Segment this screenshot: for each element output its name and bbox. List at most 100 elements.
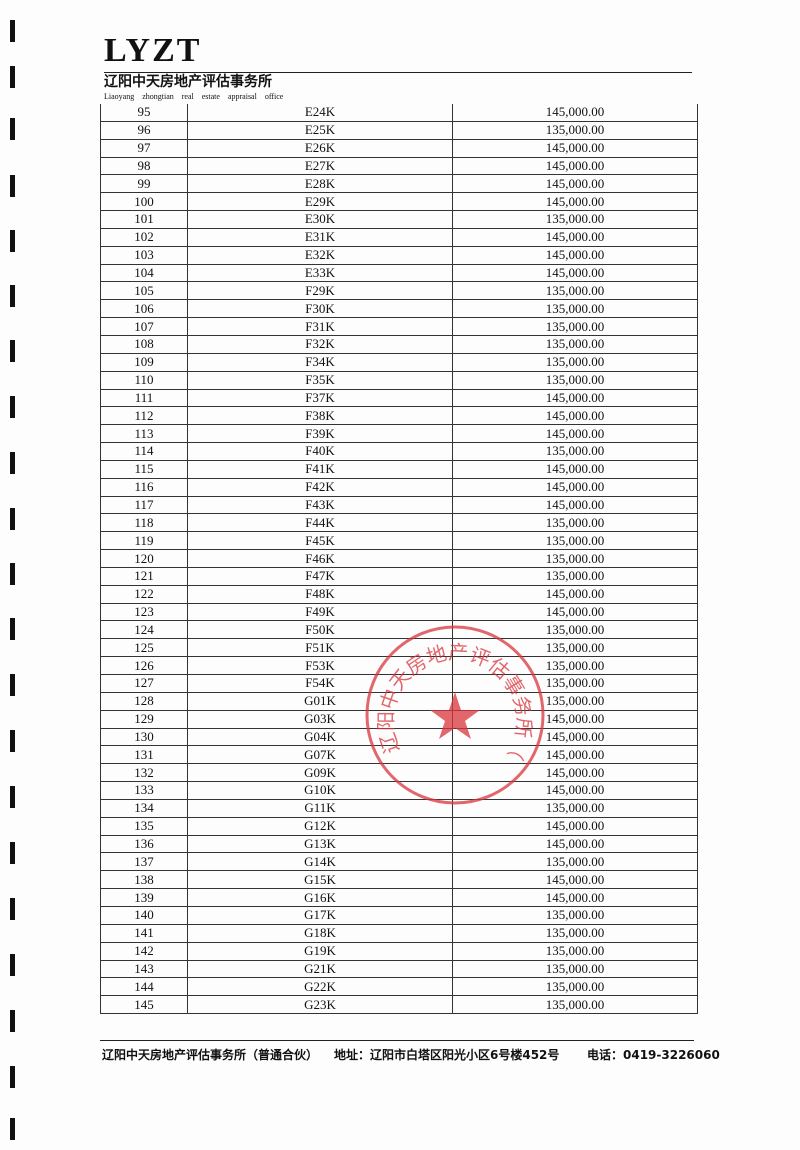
seal: 辽阳中天房地产评估事务所（普通合伙） [360,620,545,805]
table-row: 125 F51K 135,000.00 [100,638,698,658]
svg-text:辽阳中天房地产评估事务所（普通合伙）: 辽阳中天房地产评估事务所（普通合伙） [360,620,537,764]
unit-code: F34K [187,352,453,372]
row-number: 136 [100,834,188,854]
unit-code: E24K [187,104,453,122]
price: 135,000.00 [452,442,698,461]
row-number: 119 [100,531,188,551]
price: 145,000.00 [452,104,698,122]
row-number: 123 [100,602,188,622]
unit-code: F35K [187,370,453,390]
unit-code: G23K [187,995,453,1015]
row-number: 144 [100,977,188,997]
unit-code: G16K [187,888,453,907]
price: 135,000.00 [452,566,698,586]
row-number: 141 [100,923,188,943]
row-number: 110 [100,370,188,390]
row-number: 100 [100,192,188,212]
table-row: 128 G01K 135,000.00 [100,691,698,711]
table-row: 135 G12K 145,000.00 [100,816,698,836]
unit-code: F41K [187,459,453,479]
price: 145,000.00 [452,709,698,729]
price: 135,000.00 [452,941,698,961]
row-number: 132 [100,763,188,783]
table-row: 106 F30K 135,000.00 [100,299,698,319]
price: 135,000.00 [452,210,698,229]
table-row: 116 F42K 145,000.00 [100,477,698,497]
table-row: 100 E29K 145,000.00 [100,192,698,212]
table-row: 140 G17K 135,000.00 [100,905,698,925]
table-row: 105 F29K 135,000.00 [100,281,698,301]
row-number: 121 [100,566,188,586]
unit-code: F45K [187,531,453,551]
price: 135,000.00 [452,852,698,872]
unit-code: G03K [187,709,453,729]
unit-code: G15K [187,870,453,890]
row-number: 116 [100,477,188,497]
price: 145,000.00 [452,816,698,836]
table-row: 121 F47K 135,000.00 [100,566,698,586]
row-number: 137 [100,852,188,872]
price: 145,000.00 [452,870,698,890]
price: 145,000.00 [452,495,698,515]
unit-code: E31K [187,227,453,247]
footer-phone: 电话：0419-3226060 [587,1048,720,1062]
unit-code: E32K [187,245,453,265]
unit-code: G04K [187,727,453,747]
row-number: 106 [100,299,188,319]
header-rule [104,72,692,73]
table-row: 143 G21K 135,000.00 [100,959,698,979]
table-row: 108 F32K 135,000.00 [100,334,698,354]
price: 145,000.00 [452,227,698,247]
unit-code: G21K [187,959,453,979]
company-en: Liaoyang zhongtian real estate appraisal… [104,92,284,101]
row-number: 125 [100,638,188,658]
row-number: 142 [100,941,188,961]
row-number: 95 [100,104,188,122]
unit-code: F31K [187,317,453,336]
row-number: 99 [100,174,188,194]
table-row: 145 G23K 135,000.00 [100,995,698,1015]
row-number: 113 [100,424,188,444]
row-number: 103 [100,245,188,265]
unit-code: F51K [187,638,453,658]
row-number: 139 [100,888,188,907]
price: 145,000.00 [452,584,698,604]
unit-code: F49K [187,602,453,622]
table-row: 111 F37K 145,000.00 [100,388,698,408]
table-row: 101 E30K 135,000.00 [100,210,698,229]
table-row: 102 E31K 145,000.00 [100,227,698,247]
footer-company: 辽阳中天房地产评估事务所（普通合伙） [102,1048,319,1062]
row-number: 115 [100,459,188,479]
unit-code: E25K [187,120,453,140]
price: 145,000.00 [452,459,698,479]
footer-address: 地址：辽阳市白塔区阳光小区6号楼452号 [334,1048,560,1062]
row-number: 124 [100,620,188,640]
unit-code: E27K [187,156,453,176]
price: 135,000.00 [452,798,698,818]
unit-code: E26K [187,138,453,158]
price: 145,000.00 [452,888,698,907]
unit-code: G13K [187,834,453,854]
table-row: 119 F45K 135,000.00 [100,531,698,551]
table-row: 141 G18K 135,000.00 [100,923,698,943]
table-row: 99 E28K 145,000.00 [100,174,698,194]
row-number: 133 [100,781,188,800]
row-number: 117 [100,495,188,515]
price: 145,000.00 [452,263,698,283]
price: 135,000.00 [452,656,698,675]
table-row: 113 F39K 145,000.00 [100,424,698,444]
unit-code: F47K [187,566,453,586]
unit-code: F29K [187,281,453,301]
unit-code: G17K [187,905,453,925]
table-row: 122 F48K 145,000.00 [100,584,698,604]
price: 145,000.00 [452,245,698,265]
price: 145,000.00 [452,424,698,444]
table-row: 103 E32K 145,000.00 [100,245,698,265]
row-number: 114 [100,442,188,461]
row-number: 140 [100,905,188,925]
logo: LYZT [104,32,202,69]
row-number: 104 [100,263,188,283]
price: 145,000.00 [452,406,698,426]
table-row: 114 F40K 135,000.00 [100,442,698,461]
unit-code: F46K [187,549,453,568]
